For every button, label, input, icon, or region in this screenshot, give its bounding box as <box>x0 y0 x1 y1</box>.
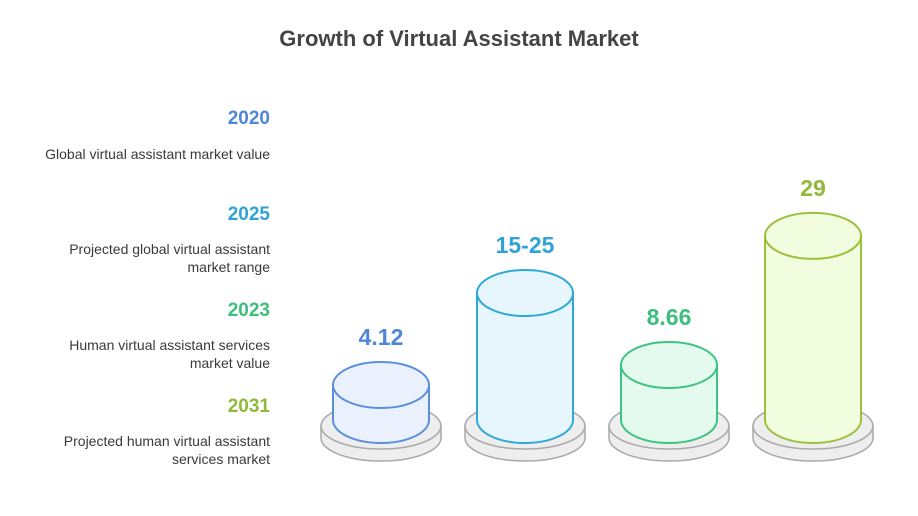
legend-desc-2031: Projected human virtual assistant servic… <box>63 433 270 467</box>
value-label-2031: 29 <box>800 175 826 201</box>
cylinder-top-2031 <box>764 211 862 260</box>
legend-desc-2023: Human virtual assistant services market … <box>69 337 270 371</box>
value-label-2023: 8.66 <box>647 304 692 330</box>
cylinder-bar-2031 <box>764 234 862 444</box>
cylinder-top-2020 <box>332 361 430 409</box>
chart-title: Growth of Virtual Assistant Market <box>279 26 639 51</box>
cylinder-bar-2025 <box>476 292 574 444</box>
value-label-2025: 15-25 <box>496 232 555 258</box>
cylinder-top-2023 <box>620 341 718 390</box>
legend-year-2020: 2020 <box>227 108 270 129</box>
legend-desc-2025: Projected global virtual assistant marke… <box>69 241 270 275</box>
cylinder-top-2025 <box>476 269 574 317</box>
value-label-2020: 4.12 <box>359 324 404 350</box>
legend-year-2031: 2031 <box>227 396 270 417</box>
legend-desc-2020: Global virtual assistant market value <box>45 146 270 162</box>
legend-year-2023: 2023 <box>227 300 270 321</box>
legend-year-2025: 2025 <box>227 204 270 225</box>
